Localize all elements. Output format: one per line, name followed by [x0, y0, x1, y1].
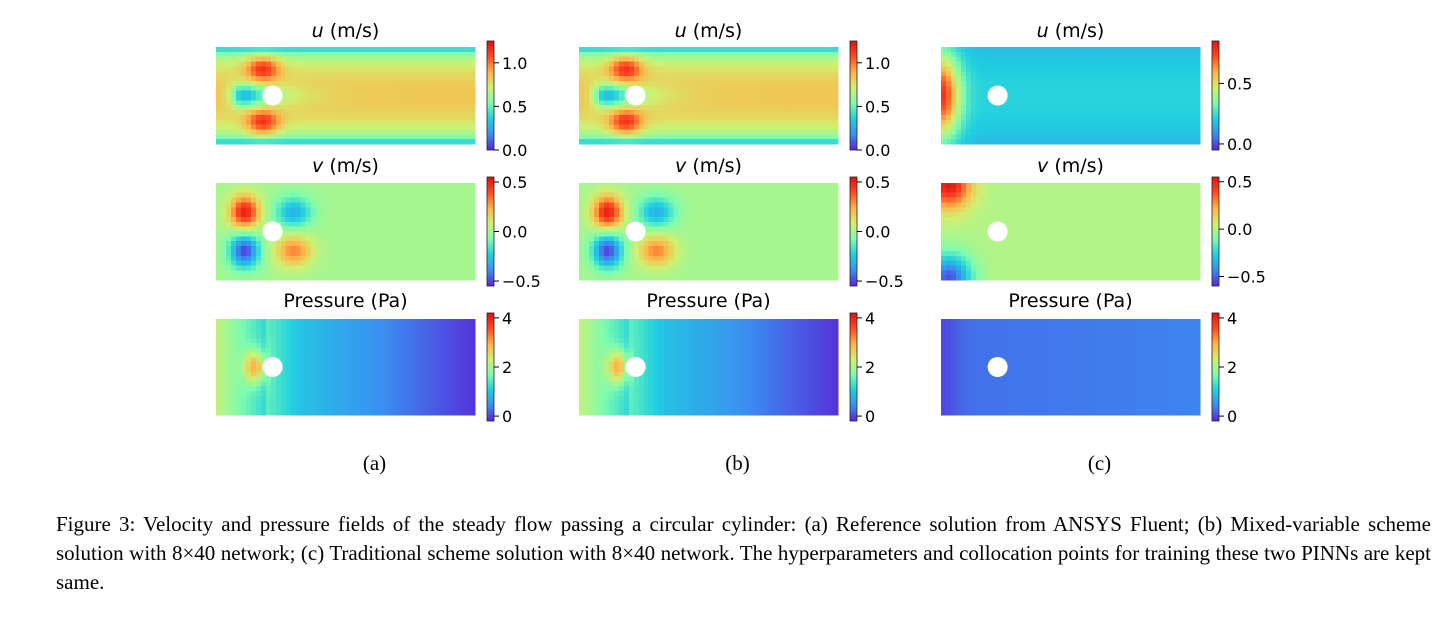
colorbar-tick-label: 0.5 [502, 173, 527, 192]
colorbar [1211, 40, 1220, 151]
field-panel-v: v (m/s) 0.5 0.0 −0.5 [216, 155, 541, 291]
panel-title-unit: Pressure (Pa) [646, 290, 770, 312]
cylinder-mask [625, 85, 646, 106]
panel-title: u (m/s) [312, 20, 380, 42]
colorbar-tick-label: −0.5 [1227, 268, 1266, 287]
cylinder-mask [262, 85, 283, 106]
colorbar-tick-label: 2 [865, 358, 875, 377]
panel-title-variable: v [312, 155, 324, 177]
colorbar-tick-label: 0.5 [865, 97, 890, 116]
colorbar-tick-label: 0.5 [1227, 74, 1252, 93]
colorbar-tick-label: 0 [865, 407, 875, 426]
colorbar [1211, 312, 1220, 422]
subfigure-label: (a) [363, 451, 386, 475]
colorbar [1211, 176, 1220, 287]
field-heatmap [216, 319, 476, 416]
panel-title: u (m/s) [1037, 20, 1105, 42]
subfigure-column-2: u (m/s)1.00.50.0v (m/s)0.50.0−0.5Pressur… [579, 20, 904, 475]
cylinder-mask [262, 357, 283, 377]
colorbar-tick-label: 0.5 [1227, 173, 1252, 192]
colorbar-tick-label: 4 [865, 309, 875, 328]
field-heatmap [216, 47, 476, 145]
subfigure-label: (b) [725, 451, 750, 475]
colorbar-tick-label: 0.0 [1227, 135, 1252, 154]
colorbar-tick-label: 2 [1227, 358, 1237, 377]
colorbar [486, 176, 495, 287]
colorbar-tick-label: 1.0 [865, 54, 890, 73]
field-panel-v: v (m/s) 0.5 0.0 −0.5 [941, 155, 1266, 287]
panel-title-unit: Pressure (Pa) [1008, 290, 1132, 312]
field-panel-u: u (m/s) 0.5 0.0 [941, 20, 1252, 154]
cylinder-mask [987, 221, 1008, 242]
colorbar-tick-label: 0 [502, 407, 512, 426]
colorbar-tick-label: 4 [502, 309, 512, 328]
colorbar-tick-label: −0.5 [502, 272, 541, 291]
colorbar-tick-label: 0.0 [502, 141, 527, 160]
cylinder-mask [625, 221, 646, 242]
panel-title-unit: (m/s) [687, 20, 743, 42]
field-heatmap [941, 183, 1201, 281]
panel-title-variable: v [675, 155, 687, 177]
cylinder-mask [625, 357, 646, 377]
field-heatmap [579, 183, 839, 281]
colorbar [486, 312, 495, 422]
panel-title-unit: (m/s) [686, 155, 742, 177]
subfigure-label: (c) [1088, 451, 1111, 475]
subfigure-column-1: u (m/s)1.00.50.0v (m/s)0.50.0−0.5Pressur… [216, 20, 541, 475]
field-heatmap [216, 183, 476, 281]
figure-caption: Figure 3: Velocity and pressure fields o… [56, 512, 1431, 594]
cylinder-mask [262, 221, 283, 242]
figure: u (m/s)1.00.50.0v (m/s)0.50.0−0.5Pressur… [216, 20, 1266, 475]
panel-title-unit: Pressure (Pa) [283, 290, 407, 312]
field-heatmap [579, 319, 839, 416]
field-panel-p: Pressure (Pa) 4 2 0 [216, 290, 512, 426]
panel-title: v (m/s) [312, 155, 379, 177]
colorbar-tick-label: 2 [502, 358, 512, 377]
panel-title: Pressure (Pa) [283, 290, 407, 312]
colorbar-tick-label: 0.0 [1227, 220, 1252, 239]
colorbar-tick-label: 4 [1227, 309, 1237, 328]
cylinder-mask [987, 357, 1008, 377]
field-heatmap [941, 47, 1201, 145]
colorbar [849, 176, 858, 287]
field-panel-v: v (m/s) 0.5 0.0 −0.5 [579, 155, 904, 291]
panel-title: Pressure (Pa) [646, 290, 770, 312]
panel-title-unit: (m/s) [1049, 20, 1105, 42]
subfigure-column-3: u (m/s) 0.5 0.0 v (m/s) 0.5 0.0 −0.5 Pressure (… [941, 20, 1266, 475]
panel-title: Pressure (Pa) [1008, 290, 1132, 312]
panel-title: v (m/s) [675, 155, 742, 177]
cylinder-mask [987, 85, 1008, 106]
panel-title-variable: u [1037, 20, 1049, 42]
panel-title-variable: u [675, 20, 687, 42]
colorbar [849, 312, 858, 422]
panel-title: u (m/s) [675, 20, 743, 42]
panel-title-unit: (m/s) [1048, 155, 1104, 177]
field-heatmap [941, 319, 1201, 416]
panel-title: v (m/s) [1037, 155, 1104, 177]
colorbar-tick-label: −0.5 [865, 272, 904, 291]
colorbar-tick-label: 0 [1227, 407, 1237, 426]
field-panel-p: Pressure (Pa) 4 2 0 [941, 290, 1237, 426]
panel-title-unit: (m/s) [323, 155, 379, 177]
colorbar-tick-label: 1.0 [502, 54, 527, 73]
colorbar-tick-label: 0.0 [865, 141, 890, 160]
colorbar-tick-label: 0.5 [502, 97, 527, 116]
colorbar [849, 40, 858, 151]
colorbar-tick-label: 0.0 [502, 223, 527, 242]
panel-title-variable: u [312, 20, 324, 42]
field-panel-u: u (m/s) 1.0 0.5 0.0 [216, 20, 527, 160]
field-heatmap [579, 47, 839, 145]
colorbar-tick-label: 0.0 [865, 223, 890, 242]
panel-title-variable: v [1037, 155, 1049, 177]
field-panel-u: u (m/s) 1.0 0.5 0.0 [579, 20, 890, 160]
panel-title-unit: (m/s) [324, 20, 380, 42]
colorbar [486, 40, 495, 151]
field-panel-p: Pressure (Pa) 4 2 0 [579, 290, 875, 426]
colorbar-tick-label: 0.5 [865, 173, 890, 192]
